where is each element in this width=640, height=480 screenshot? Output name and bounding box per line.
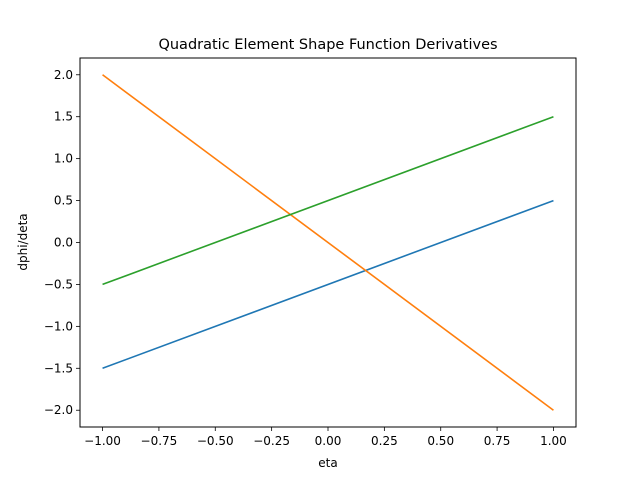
x-tick-label: −0.50 <box>197 434 234 448</box>
series-line-2 <box>102 74 554 411</box>
y-tick-label: 1.0 <box>54 152 73 166</box>
y-axis: −2.0 −1.5 −1.0 −0.5 0.0 0.5 1.0 1.5 2.0 <box>44 68 80 417</box>
x-tick-label: 0.50 <box>427 434 454 448</box>
y-tick-label: 2.0 <box>54 68 73 82</box>
y-tick-label: −0.5 <box>44 277 73 291</box>
series-line-1 <box>102 199 554 370</box>
x-tick-label: 0.75 <box>484 434 511 448</box>
x-axis: −1.00 −0.75 −0.50 −0.25 0.00 0.25 0.50 0.75 1.00 <box>84 427 567 448</box>
y-tick-label: 0.5 <box>54 194 73 208</box>
x-tick-label: −1.00 <box>84 434 121 448</box>
y-tick-label: −1.5 <box>44 361 73 375</box>
x-tick-label: 1.00 <box>540 434 567 448</box>
y-tick-label: 0.0 <box>54 236 73 250</box>
y-tick-label: −2.0 <box>44 403 73 417</box>
series-group <box>102 74 554 411</box>
x-tick-label: 0.00 <box>315 434 342 448</box>
y-tick-label: 1.5 <box>54 110 73 124</box>
x-tick-label: −0.75 <box>141 434 178 448</box>
series-line-3 <box>102 115 554 286</box>
y-axis-label: dphi/deta <box>16 213 30 270</box>
x-tick-label: 0.25 <box>371 434 398 448</box>
x-tick-label: −0.25 <box>253 434 290 448</box>
x-axis-label: eta <box>318 456 337 470</box>
chart-title: Quadratic Element Shape Function Derivat… <box>158 37 497 53</box>
y-tick-label: −1.0 <box>44 319 73 333</box>
